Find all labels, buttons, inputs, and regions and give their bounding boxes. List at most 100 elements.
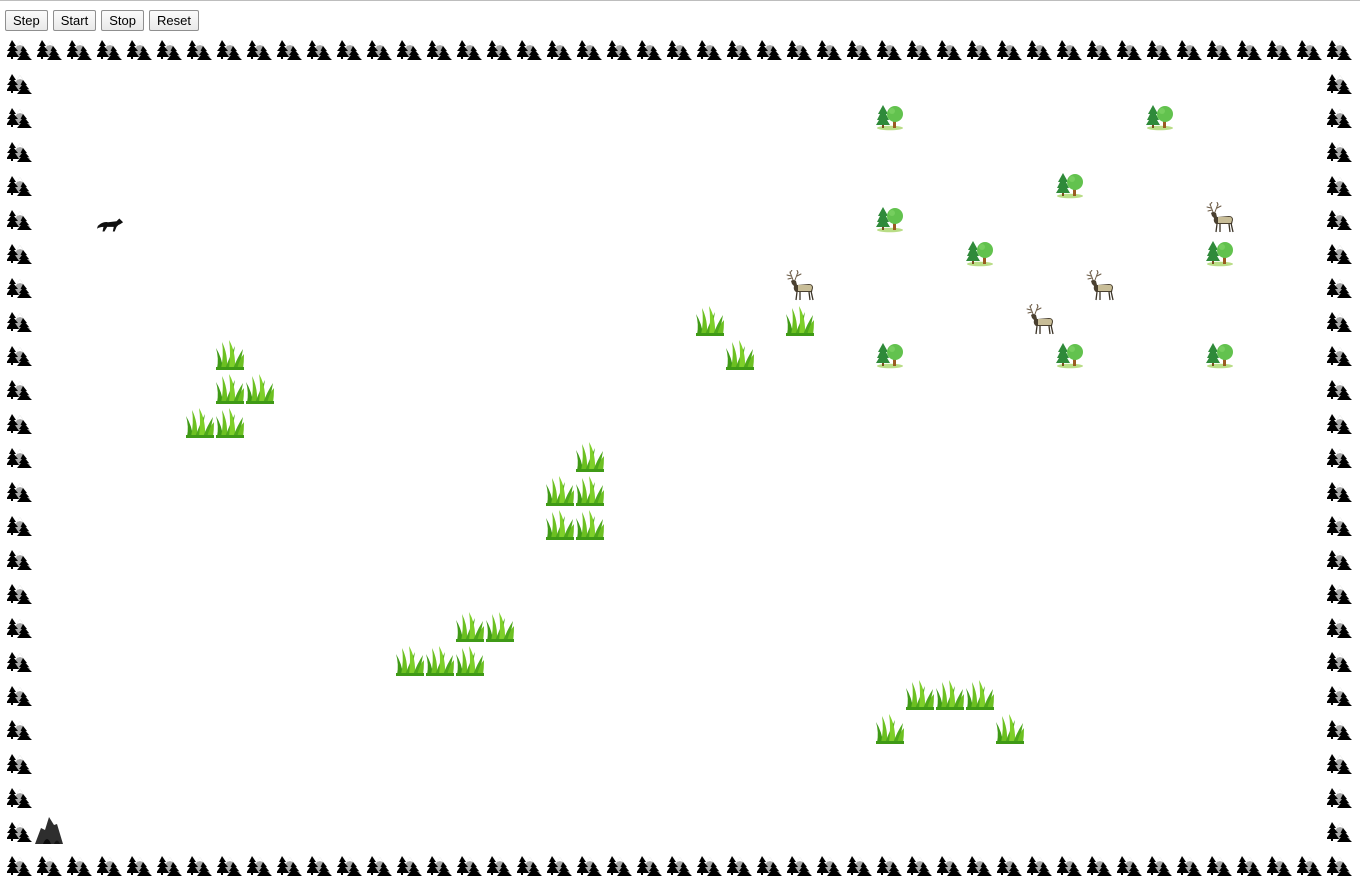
mountain-forest-icon (367, 856, 392, 876)
mountain-forest-icon (7, 550, 32, 570)
mountain-forest-icon (1327, 40, 1352, 60)
grass-icon (186, 408, 214, 438)
grass-icon (546, 476, 574, 506)
mountain-forest-icon (217, 40, 242, 60)
mountain-forest-icon (1087, 856, 1112, 876)
elk-icon (1206, 202, 1234, 233)
mountain-forest-icon (757, 40, 782, 60)
mountain-forest-icon (7, 618, 32, 638)
mountain-forest-icon (1327, 346, 1352, 366)
mountain-forest-icon (7, 686, 32, 706)
mountain-forest-icon (427, 856, 452, 876)
grass-icon (216, 408, 244, 438)
mountain-forest-icon (187, 856, 212, 876)
grass-icon (576, 476, 604, 506)
tree-icon (1146, 105, 1173, 131)
mountain-forest-icon (1327, 550, 1352, 570)
mountain-forest-icon (67, 40, 92, 60)
mountain-forest-icon (7, 652, 32, 672)
mountain-forest-icon (1207, 40, 1232, 60)
mountain-forest-icon (787, 40, 812, 60)
mountain-forest-icon (127, 856, 152, 876)
mountain-forest-icon (547, 40, 572, 60)
mountain-forest-icon (757, 856, 782, 876)
mountain-forest-icon (1327, 482, 1352, 502)
mountain-forest-icon (1177, 856, 1202, 876)
mountain-forest-icon (607, 40, 632, 60)
mountain-forest-icon (1327, 312, 1352, 332)
tree-icon (876, 207, 903, 233)
mountain-forest-icon (1117, 40, 1142, 60)
elk-icon (1086, 270, 1114, 301)
mountain-forest-icon (1327, 584, 1352, 604)
mountain-forest-icon (967, 40, 992, 60)
mountain-forest-icon (1117, 856, 1142, 876)
mountain-forest-icon (367, 40, 392, 60)
mountain-forest-icon (937, 856, 962, 876)
mountain-forest-icon (487, 40, 512, 60)
mountain-forest-icon (1027, 40, 1052, 60)
mountain-forest-icon (1327, 380, 1352, 400)
mountain-forest-icon (727, 856, 752, 876)
start-button[interactable]: Start (52, 10, 97, 31)
grass-icon (216, 340, 244, 370)
mountain-forest-icon (7, 380, 32, 400)
mountain-forest-icon (1297, 856, 1322, 876)
tree-icon (1056, 343, 1083, 369)
mountain-forest-icon (7, 346, 32, 366)
grass-icon (576, 442, 604, 472)
mountain-forest-icon (547, 856, 572, 876)
mountain-forest-icon (1327, 108, 1352, 128)
tree-icon (1206, 343, 1233, 369)
mountain-forest-icon (277, 40, 302, 60)
grass-icon (786, 306, 814, 336)
mountain-forest-icon (1327, 210, 1352, 230)
mountain-forest-icon (1327, 618, 1352, 638)
mountain-forest-icon (1327, 754, 1352, 774)
mountain-forest-icon (1327, 516, 1352, 536)
mountain-forest-icon (1027, 856, 1052, 876)
mountain-forest-icon (817, 40, 842, 60)
mountain-forest-icon (157, 40, 182, 60)
mountain-forest-icon (7, 822, 32, 842)
control-toolbar: Step Start Stop Reset (5, 10, 199, 31)
stop-button[interactable]: Stop (101, 10, 144, 31)
mountain-forest-icon (667, 40, 692, 60)
mountain-forest-icon (1327, 788, 1352, 808)
mountain-forest-icon (697, 856, 722, 876)
mountain-forest-icon (67, 856, 92, 876)
mountain-forest-icon (637, 40, 662, 60)
grass-icon (456, 646, 484, 676)
grass-icon (216, 374, 244, 404)
mountain-forest-icon (1327, 176, 1352, 196)
step-button[interactable]: Step (5, 10, 48, 31)
mountain-forest-icon (157, 856, 182, 876)
mountain-forest-icon (1327, 652, 1352, 672)
mountain-forest-icon (277, 856, 302, 876)
mountain-forest-icon (1327, 822, 1352, 842)
mountain-forest-icon (457, 856, 482, 876)
mountain-forest-icon (217, 856, 242, 876)
mountain-forest-icon (7, 482, 32, 502)
mountain-forest-icon (607, 856, 632, 876)
mountain-forest-icon (937, 40, 962, 60)
mountain-forest-icon (7, 720, 32, 740)
mountain-forest-icon (1297, 40, 1322, 60)
mountain-forest-icon (7, 142, 32, 162)
mountain-forest-icon (307, 856, 332, 876)
tree-icon (1206, 241, 1233, 267)
tree-icon (966, 241, 993, 267)
reset-button[interactable]: Reset (148, 10, 199, 31)
elk-icon (1026, 304, 1054, 335)
grass-icon (396, 646, 424, 676)
mountain-forest-icon (247, 856, 272, 876)
mountain-forest-icon (517, 856, 542, 876)
mountain-forest-icon (877, 40, 902, 60)
mountain-forest-icon (1057, 856, 1082, 876)
grass-icon (456, 612, 484, 642)
mountain-forest-icon (1147, 40, 1172, 60)
mountain-forest-icon (787, 856, 812, 876)
mountain-forest-icon (1327, 448, 1352, 468)
mountain-forest-icon (7, 788, 32, 808)
